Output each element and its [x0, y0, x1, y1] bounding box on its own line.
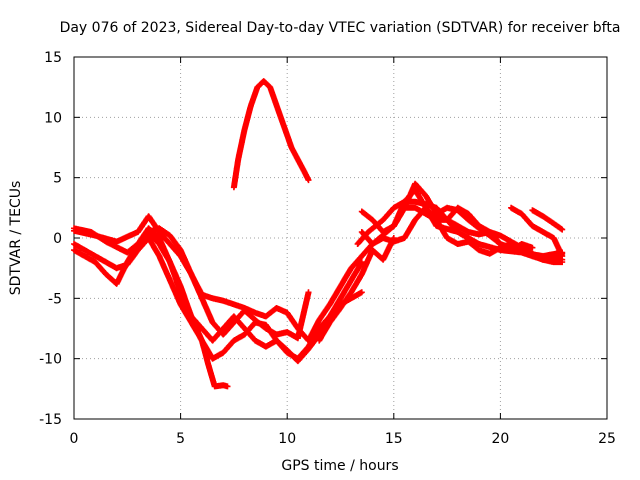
data-point-markers: [230, 78, 312, 191]
y-tick-label: 10: [44, 110, 62, 126]
y-tick-label: -15: [39, 412, 62, 428]
series-track-12: [433, 204, 566, 263]
x-tick-label: 20: [491, 431, 509, 447]
series-track-14: [316, 235, 397, 344]
data-point-markers: [135, 225, 312, 342]
series-track-13: [354, 198, 472, 247]
x-tick-label: 5: [176, 431, 185, 447]
x-axis-label: GPS time / hours: [281, 458, 398, 474]
x-tick-label: 10: [278, 431, 296, 447]
data-point-markers: [508, 204, 566, 260]
x-tick-label: 0: [70, 431, 79, 447]
y-tick-label: 5: [53, 171, 62, 187]
series-track-10: [508, 204, 566, 260]
y-tick-label: 0: [53, 231, 62, 247]
data-point-markers: [354, 198, 472, 247]
data-point-markers: [529, 207, 566, 233]
data-point-markers: [316, 235, 397, 344]
y-tick-label: -10: [39, 352, 62, 368]
x-tick-label: 25: [598, 431, 616, 447]
ticks: 0 5 10 15 20 25 -15 -10 -5 0 5 10 15: [39, 50, 616, 447]
data-layer: [71, 78, 566, 390]
series-track-5: [230, 78, 312, 191]
y-tick-label: 15: [44, 50, 62, 66]
y-axis-label: SDTVAR / TECUs: [8, 181, 24, 296]
x-tick-label: 15: [385, 431, 403, 447]
data-point-markers: [433, 204, 566, 263]
y-tick-label: -5: [48, 291, 62, 307]
chart-title: Day 076 of 2023, Sidereal Day-to-day VTE…: [60, 20, 621, 36]
series-track-6: [135, 225, 312, 342]
series-track-11: [529, 207, 566, 233]
